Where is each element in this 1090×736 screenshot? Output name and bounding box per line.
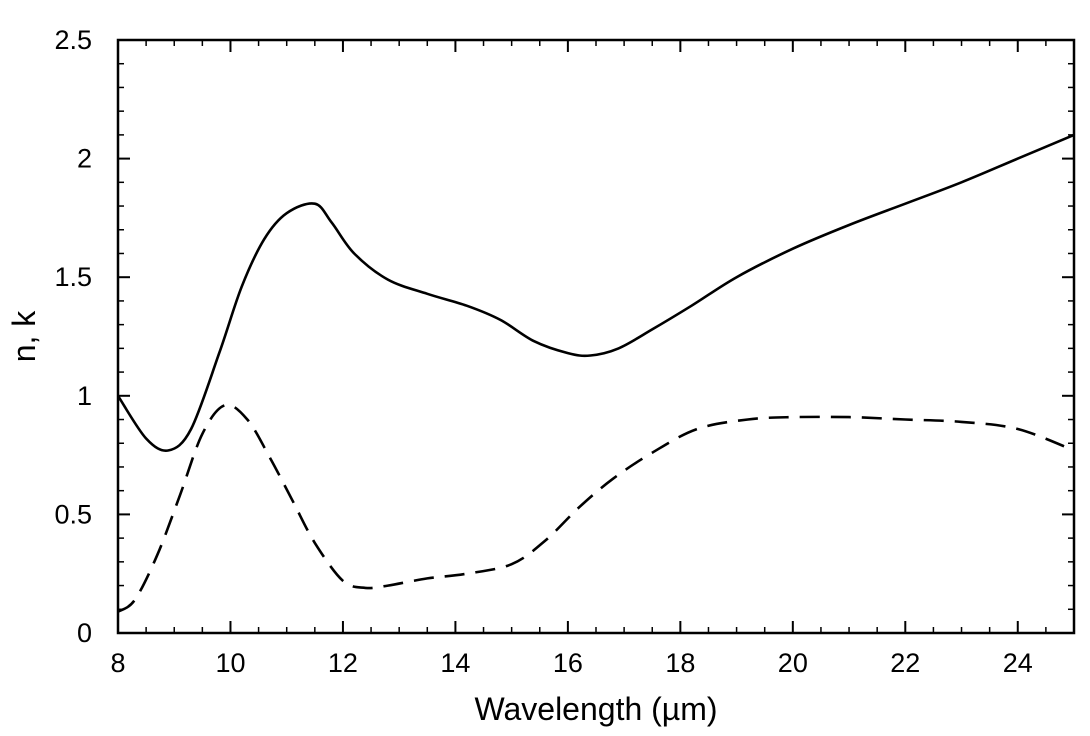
x-tick-label: 18	[665, 648, 695, 678]
x-tick-label: 10	[215, 648, 245, 678]
y-tick-label: 2	[77, 144, 92, 174]
y-tick-label: 2.5	[54, 25, 92, 55]
x-tick-label: 22	[890, 648, 920, 678]
y-tick-label: 0.5	[54, 499, 92, 529]
x-tick-label: 12	[328, 648, 358, 678]
y-tick-label: 1.5	[54, 262, 92, 292]
x-tick-label: 14	[440, 648, 470, 678]
series-line-k	[117, 403, 1075, 613]
tick-labels: 8 10 12 14 16 18 20 22 24 0 0.5 1 1.5 2 2.5	[54, 25, 1032, 678]
plot-frame	[116, 38, 1076, 635]
x-tick-label: 20	[778, 648, 808, 678]
x-tick-label: 24	[1003, 648, 1033, 678]
series-layer	[116, 133, 1075, 613]
x-axis-title: Wavelength (µm)	[474, 691, 717, 727]
y-axis-title: n, k	[6, 310, 42, 363]
y-tick-label: 1	[77, 381, 92, 411]
series-line-n	[116, 133, 1075, 452]
x-tick-label: 16	[553, 648, 583, 678]
y-tick-label: 0	[77, 618, 92, 648]
x-tick-label: 8	[110, 648, 125, 678]
